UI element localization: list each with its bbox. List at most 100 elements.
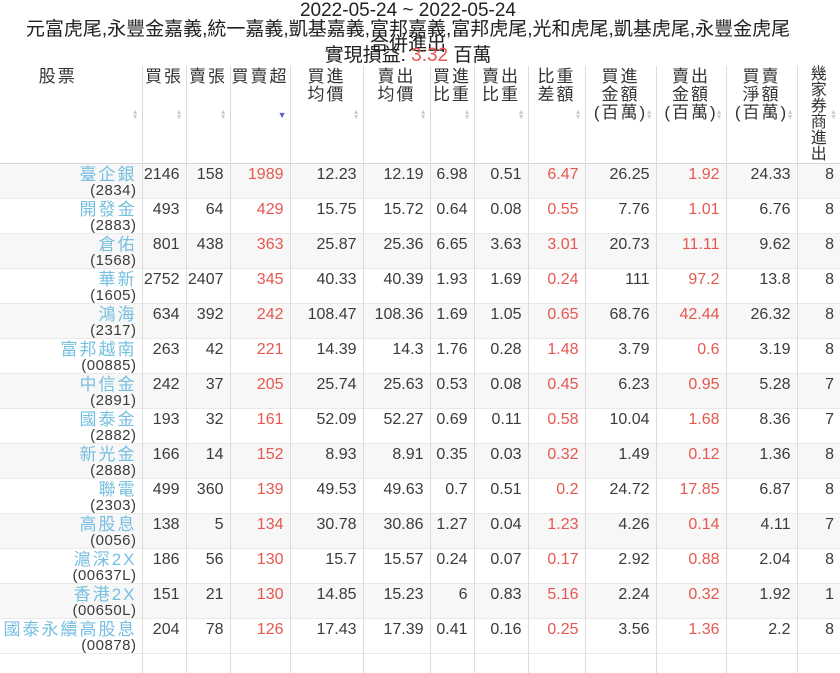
sort-icon[interactable]: ▲ ▼ [131, 109, 139, 121]
stock-code: (2882) [90, 427, 137, 444]
cell-stock: 臺企銀 (2834) [0, 163, 142, 199]
column-header-avg-buy-price[interactable]: 買進 均價 ▲ ▼ [289, 66, 363, 164]
table-row: 香港2X (00650L) 151 21 130 14.85 15.23 6 0.83 5.1… [0, 583, 840, 619]
cell-sell_weight: 0.51 [473, 478, 528, 514]
column-label: 買張 [145, 67, 183, 86]
sort-icon[interactable]: ▲ ▼ [463, 109, 471, 121]
sort-icon[interactable]: ▲ ▼ [715, 109, 723, 121]
cell-weight_diff: 0.25 [527, 618, 585, 654]
cell-net_lots: 134 [229, 513, 290, 549]
cell-avg_sell_price: 108.36 [362, 303, 430, 339]
stock-name-link[interactable]: 香港2X [73, 585, 137, 604]
stock-code: (2303) [90, 497, 137, 514]
stock-name-link[interactable]: 聯電 [98, 480, 137, 499]
cell-avg_sell_price: 30.86 [362, 513, 430, 549]
filler-cell [725, 653, 797, 673]
stock-name-link[interactable]: 滬深2X [73, 550, 137, 569]
sort-icon[interactable]: ▲ ▼ [574, 109, 582, 121]
column-label: 賣張 [189, 67, 227, 86]
column-header-net-amount[interactable]: 買賣 淨額 (百萬) ▲ ▼ [725, 66, 797, 164]
cell-buy_lots: 499 [141, 478, 186, 514]
stock-name-link[interactable]: 華新 [98, 270, 137, 289]
cell-broker_count: 8 [796, 618, 840, 654]
sort-icon[interactable]: ▲ ▼ [175, 109, 183, 121]
cell-weight_diff: 6.47 [527, 163, 585, 199]
cell-avg_buy_price: 8.93 [289, 443, 363, 479]
column-header-weight-diff[interactable]: 比重 差額 ▲ ▼ [527, 66, 585, 164]
cell-buy_lots: 2752 [141, 268, 186, 304]
stock-name-link[interactable]: 新光金 [79, 445, 137, 464]
cell-broker_count: 8 [796, 338, 840, 374]
table-row: 臺企銀 (2834) 2146 158 1989 12.23 12.19 6.98 0.51… [0, 163, 840, 199]
column-header-stock[interactable]: 股票 ▲ ▼ [0, 66, 142, 164]
stock-name-link[interactable]: 高股息 [79, 515, 137, 534]
stock-code: (00650L) [72, 602, 137, 619]
cell-net_lots: 242 [229, 303, 290, 339]
stock-name-link[interactable]: 倉佑 [98, 235, 137, 254]
stock-name-link[interactable]: 富邦越南 [60, 340, 137, 359]
cell-stock: 高股息 (0056) [0, 513, 142, 549]
sort-icon[interactable]: ▲ ▼ [786, 109, 794, 121]
cell-sell_lots: 78 [185, 618, 230, 654]
cell-buy_amount: 10.04 [584, 408, 656, 444]
cell-avg_sell_price: 25.36 [362, 233, 430, 269]
sort-icon[interactable]: ▼ [277, 110, 287, 120]
cell-buy_weight: 6.65 [429, 233, 474, 269]
cell-weight_diff: 0.55 [527, 198, 585, 234]
cell-broker_count: 1 [796, 583, 840, 619]
column-header-buy-amount[interactable]: 買進 金額 (百萬) ▲ ▼ [584, 66, 656, 164]
sort-icon[interactable]: ▲ ▼ [419, 109, 427, 121]
cell-buy_amount: 3.56 [584, 618, 656, 654]
cell-broker_count: 8 [796, 163, 840, 199]
cell-sell_weight: 0.28 [473, 338, 528, 374]
cell-buy_amount: 111 [584, 268, 656, 304]
column-header-broker-count[interactable]: 幾 家 券 商 進 出 ▲ ▼ [796, 66, 840, 164]
column-header-sell-weight[interactable]: 賣出 比重 ▲ ▼ [473, 66, 528, 164]
cell-avg_buy_price: 14.85 [289, 583, 363, 619]
sort-icon[interactable]: ▲ ▼ [219, 109, 227, 121]
cell-net_lots: 130 [229, 583, 290, 619]
cell-net_lots: 429 [229, 198, 290, 234]
column-header-buy-weight[interactable]: 買進 比重 ▲ ▼ [429, 66, 474, 164]
cell-buy_weight: 0.53 [429, 373, 474, 409]
filler-cell [584, 653, 656, 673]
stock-name-link[interactable]: 中信金 [79, 375, 137, 394]
cell-sell_lots: 14 [185, 443, 230, 479]
cell-sell_lots: 32 [185, 408, 230, 444]
stock-name-link[interactable]: 開發金 [79, 200, 137, 219]
cell-stock: 鴻海 (2317) [0, 303, 142, 339]
stock-name-link[interactable]: 國泰金 [79, 410, 137, 429]
cell-net_lots: 161 [229, 408, 290, 444]
cell-weight_diff: 1.23 [527, 513, 585, 549]
stock-code: (1568) [90, 252, 137, 269]
column-header-net-lots[interactable]: 買賣超 ▼ [229, 66, 290, 164]
cell-sell_weight: 0.11 [473, 408, 528, 444]
sort-icon[interactable]: ▲ ▼ [830, 109, 837, 121]
column-label: 賣出 比重 [482, 67, 520, 104]
cell-buy_weight: 1.93 [429, 268, 474, 304]
sort-icon[interactable]: ▲ ▼ [352, 109, 360, 121]
column-header-avg-sell-price[interactable]: 賣出 均價 ▲ ▼ [362, 66, 430, 164]
stock-code: (0056) [90, 532, 137, 549]
cell-sell_lots: 158 [185, 163, 230, 199]
stock-name-link[interactable]: 國泰永續高股息 [3, 620, 137, 639]
column-header-sell-lots[interactable]: 賣張 ▲ ▼ [185, 66, 230, 164]
cell-net_amount: 3.19 [725, 338, 797, 374]
cell-net_lots: 126 [229, 618, 290, 654]
cell-sell_weight: 0.08 [473, 373, 528, 409]
cell-broker_count: 8 [796, 268, 840, 304]
stock-name-link[interactable]: 鴻海 [98, 305, 137, 324]
cell-buy_weight: 0.24 [429, 548, 474, 584]
realized-profit-unit: 百萬 [453, 45, 492, 66]
sort-icon[interactable]: ▲ ▼ [645, 109, 653, 121]
column-header-sell-amount[interactable]: 賣出 金額 (百萬) ▲ ▼ [655, 66, 726, 164]
sort-icon[interactable]: ▲ ▼ [517, 109, 525, 121]
filler-cell [473, 653, 528, 673]
column-header-buy-lots[interactable]: 買張 ▲ ▼ [141, 66, 186, 164]
stock-name-link[interactable]: 臺企銀 [79, 165, 137, 184]
cell-sell_weight: 0.16 [473, 618, 528, 654]
cell-sell_amount: 11.11 [655, 233, 726, 269]
cell-avg_sell_price: 17.39 [362, 618, 430, 654]
table-row: 聯電 (2303) 499 360 139 49.53 49.63 0.7 0.51 0.2 2… [0, 478, 840, 514]
cell-avg_buy_price: 30.78 [289, 513, 363, 549]
